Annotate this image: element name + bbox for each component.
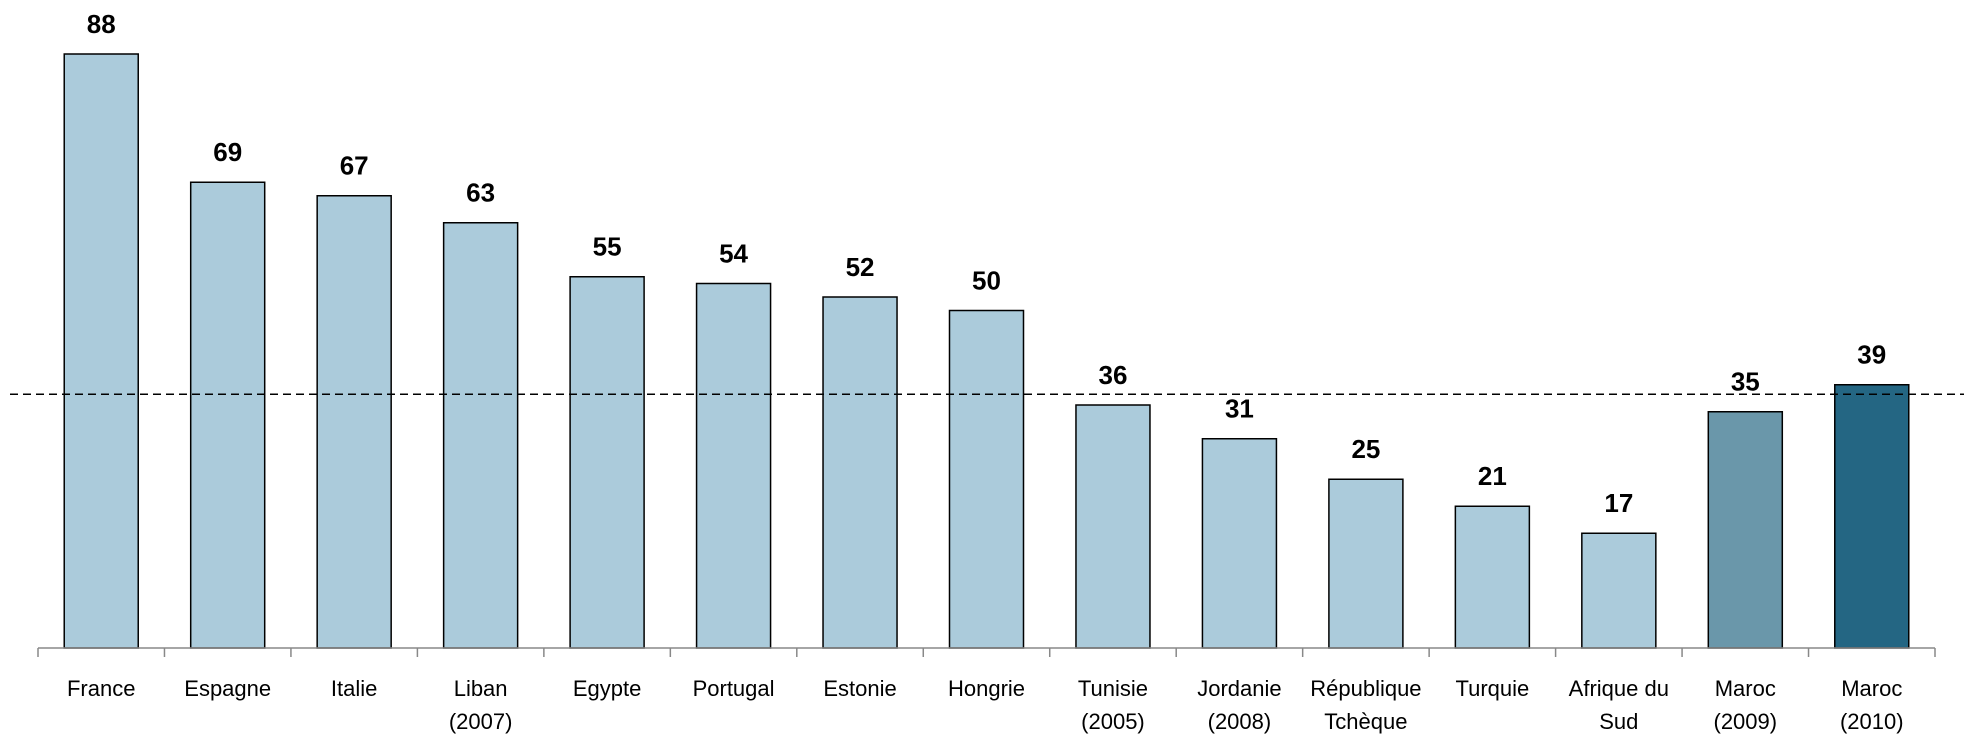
value-label: 63 [466, 178, 495, 208]
x-tick-label-line: Afrique du [1569, 676, 1669, 701]
value-label: 54 [719, 238, 748, 268]
value-label: 31 [1225, 394, 1254, 424]
bar [1454, 505, 1531, 649]
x-tick-label: Estonie [823, 676, 896, 701]
x-tick-label-line: Maroc [1841, 676, 1902, 701]
x-tick-label-line: (2010) [1840, 709, 1904, 734]
x-tick-label: Jordanie (2008) [1197, 676, 1281, 734]
value-label: 35 [1731, 367, 1760, 397]
x-tick-label-line: (2007) [449, 709, 513, 734]
x-tick-label: Liban (2007) [449, 676, 513, 734]
x-tick-label-line: Tchèque [1324, 709, 1407, 734]
x-tick-label: France [67, 676, 135, 701]
x-tick-label-line: Jordanie [1197, 676, 1281, 701]
x-tick-label-line: Portugal [693, 676, 775, 701]
x-tick-label: Tunisie (2005) [1078, 676, 1148, 734]
value-label: 69 [213, 137, 242, 167]
value-label: 21 [1478, 461, 1507, 491]
x-tick-label-line: Egypte [573, 676, 642, 701]
x-tick-label: Maroc (2009) [1714, 676, 1778, 734]
x-tick-label-line: Espagne [184, 676, 271, 701]
value-label: 52 [846, 252, 875, 282]
value-label: 36 [1099, 360, 1128, 390]
x-tick-label-line: Liban [454, 676, 508, 701]
value-label: 50 [972, 265, 1001, 295]
x-tick-label-line: Italie [331, 676, 377, 701]
value-label: 55 [593, 232, 622, 262]
x-tick-label: Maroc (2010) [1840, 676, 1904, 734]
x-tick-label-line: République [1310, 676, 1421, 701]
x-tick-label-line: (2005) [1081, 709, 1145, 734]
x-tick-label-line: Hongrie [948, 676, 1025, 701]
x-tick-label-line: (2009) [1714, 709, 1778, 734]
bar [1834, 384, 1910, 649]
x-tick-label-line: Maroc [1715, 676, 1776, 701]
bar [1707, 411, 1784, 649]
x-tick-label: Egypte [573, 676, 642, 701]
value-label: 67 [340, 151, 369, 181]
bar [1328, 478, 1404, 649]
bar [948, 309, 1025, 649]
bar [442, 222, 519, 649]
x-tick-label: Afrique du Sud [1569, 676, 1669, 734]
bar [189, 181, 266, 649]
bar [1201, 438, 1278, 649]
x-tick-label-line: Turquie [1455, 676, 1529, 701]
x-tick-label-line: (2008) [1208, 709, 1272, 734]
x-tick-label-line: Tunisie [1078, 676, 1148, 701]
bar [1581, 532, 1657, 649]
x-tick-label: Italie [331, 676, 377, 701]
x-tick-label-line: Estonie [823, 676, 896, 701]
bar [1075, 404, 1151, 649]
x-tick-label: Portugal [693, 676, 775, 701]
x-tick-label: République Tchèque [1310, 676, 1421, 734]
bar [63, 53, 139, 649]
value-label: 39 [1857, 340, 1886, 370]
bar [822, 296, 898, 649]
bar [695, 282, 772, 649]
x-tick-label: Hongrie [948, 676, 1025, 701]
x-tick-label: Turquie [1455, 676, 1529, 701]
value-label: 17 [1604, 488, 1633, 518]
x-tick-label-line: Sud [1599, 709, 1638, 734]
x-tick-label: Espagne [184, 676, 271, 701]
value-label: 25 [1351, 434, 1380, 464]
bar [316, 195, 392, 649]
bar [569, 276, 645, 649]
value-label: 88 [87, 9, 116, 39]
x-tick-label-line: France [67, 676, 135, 701]
